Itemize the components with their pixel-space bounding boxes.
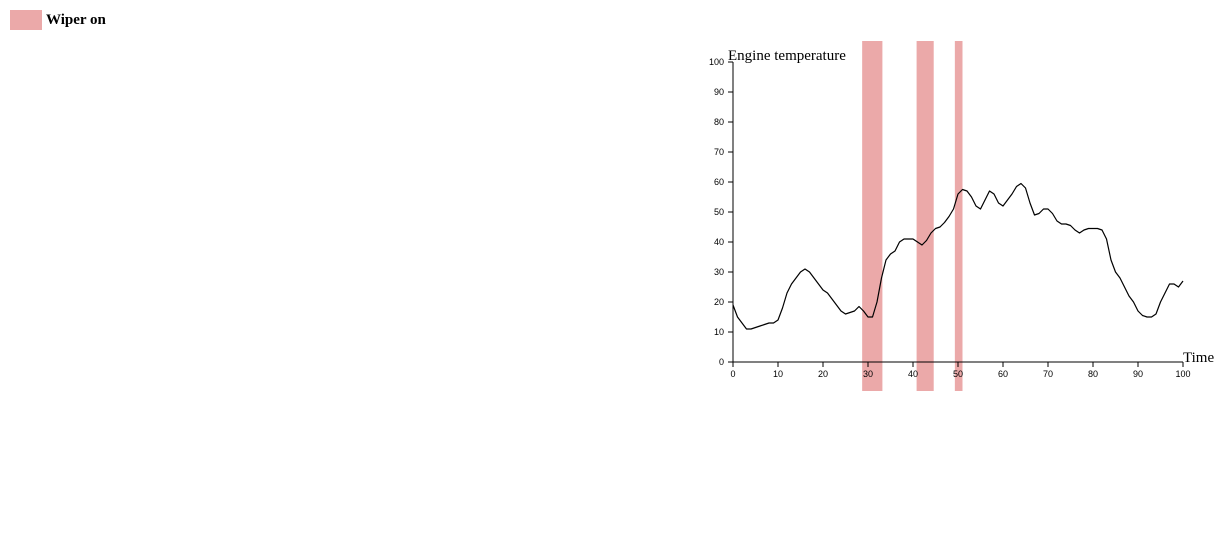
x-tick-label: 30 — [863, 369, 873, 379]
y-tick-label: 20 — [714, 297, 724, 307]
y-tick-label: 50 — [714, 207, 724, 217]
wiper-band-2 — [954, 41, 963, 391]
x-tick-label: 40 — [908, 369, 918, 379]
y-tick-label: 80 — [714, 117, 724, 127]
x-axis: 0 10 20 30 40 50 60 70 80 90 100 — [730, 361, 1191, 379]
wiper-bands — [862, 41, 963, 391]
x-tick-label: 90 — [1133, 369, 1143, 379]
x-axis-title: Time — [1183, 350, 1214, 366]
x-tick-label: 100 — [1175, 369, 1190, 379]
y-tick-label: 0 — [719, 357, 724, 367]
x-tick-label: 20 — [818, 369, 828, 379]
y-tick-label: 60 — [714, 177, 724, 187]
x-tick-label: 0 — [730, 369, 735, 379]
y-tick-label: 90 — [714, 87, 724, 97]
y-tick-label: 70 — [714, 147, 724, 157]
x-tick-label: 10 — [773, 369, 783, 379]
x-tick-label: 60 — [998, 369, 1008, 379]
y-axis-title: Engine temperature — [728, 48, 846, 64]
x-tick-label: 50 — [953, 369, 963, 379]
legend-swatch — [10, 10, 42, 30]
y-tick-label: 10 — [714, 327, 724, 337]
y-tick-label: 40 — [714, 237, 724, 247]
y-tick-label: 100 — [709, 57, 724, 67]
legend-label: Wiper on — [46, 11, 106, 28]
wiper-band-1 — [916, 41, 934, 391]
y-axis: 0 10 20 30 40 50 60 70 80 90 100 — [709, 57, 734, 367]
y-tick-label: 30 — [714, 267, 724, 277]
wiper-band-0 — [862, 41, 883, 391]
series-layer — [732, 182, 1184, 330]
x-tick-label: 80 — [1088, 369, 1098, 379]
legend: Wiper on — [10, 10, 106, 30]
x-tick-label: 70 — [1043, 369, 1053, 379]
series-line-0 — [732, 182, 1184, 330]
